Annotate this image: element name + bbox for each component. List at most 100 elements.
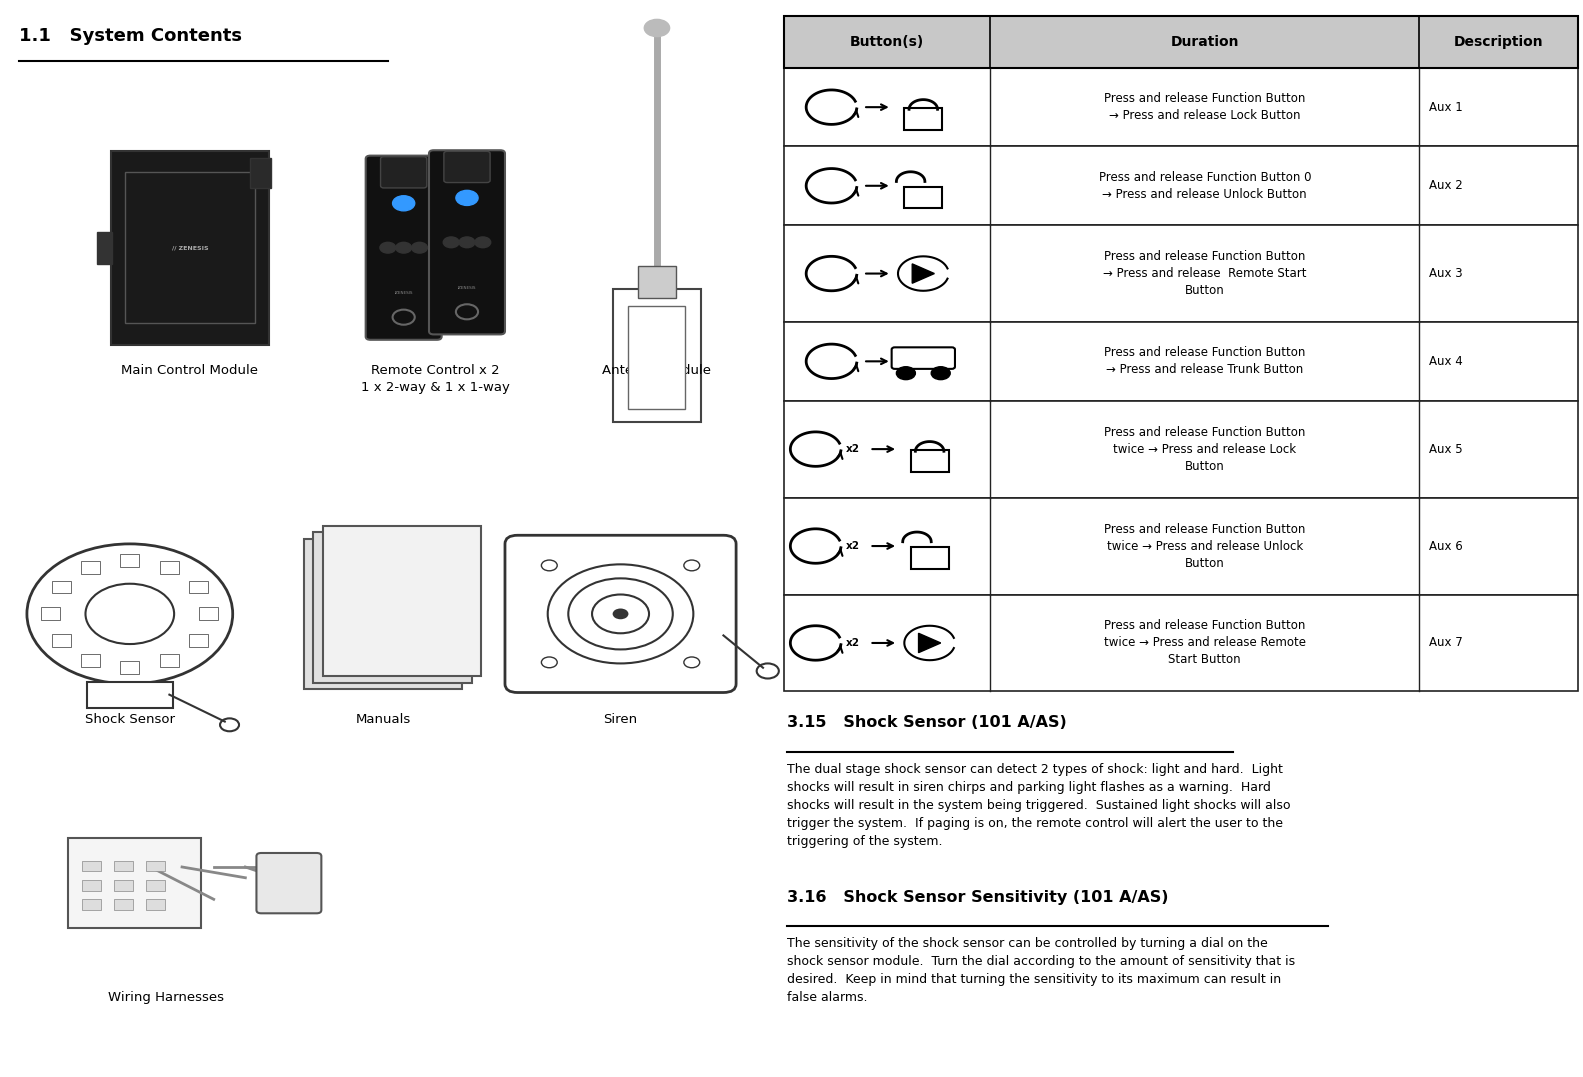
FancyBboxPatch shape: [146, 899, 165, 910]
Circle shape: [396, 242, 412, 253]
FancyBboxPatch shape: [52, 581, 71, 593]
Text: Main Control Module: Main Control Module: [122, 364, 258, 377]
Circle shape: [443, 237, 459, 248]
Text: x2: x2: [845, 541, 860, 551]
Text: Aux 4: Aux 4: [1429, 354, 1463, 368]
FancyBboxPatch shape: [87, 682, 173, 708]
Text: Shock Sensor: Shock Sensor: [85, 713, 174, 726]
FancyBboxPatch shape: [188, 581, 207, 593]
FancyBboxPatch shape: [199, 607, 218, 620]
Text: IZENESIS: IZENESIS: [394, 292, 413, 295]
Text: Press and release Function Button
→ Press and release Lock Button: Press and release Function Button → Pres…: [1103, 93, 1306, 122]
Text: 1.1   System Contents: 1.1 System Contents: [19, 27, 242, 45]
FancyBboxPatch shape: [380, 156, 427, 187]
FancyBboxPatch shape: [160, 654, 179, 667]
FancyBboxPatch shape: [784, 498, 1578, 595]
Circle shape: [459, 237, 475, 248]
FancyBboxPatch shape: [146, 880, 165, 891]
FancyBboxPatch shape: [784, 68, 1578, 146]
FancyBboxPatch shape: [505, 535, 736, 693]
FancyBboxPatch shape: [366, 155, 442, 340]
FancyBboxPatch shape: [904, 187, 942, 209]
Circle shape: [85, 584, 174, 644]
Text: Aux 2: Aux 2: [1429, 179, 1463, 193]
Text: 3.16   Shock Sensor Sensitivity (101 A/AS): 3.16 Shock Sensor Sensitivity (101 A/AS): [787, 890, 1168, 905]
FancyBboxPatch shape: [120, 554, 139, 567]
FancyBboxPatch shape: [81, 654, 100, 667]
Text: Press and release Function Button
→ Press and release  Remote Start
Button: Press and release Function Button → Pres…: [1103, 250, 1306, 297]
FancyBboxPatch shape: [160, 561, 179, 574]
Text: Wiring Harnesses: Wiring Harnesses: [108, 991, 225, 1004]
FancyBboxPatch shape: [41, 607, 60, 620]
Text: The sensitivity of the shock sensor can be controlled by turning a dial on the
s: The sensitivity of the shock sensor can …: [787, 937, 1295, 1004]
FancyBboxPatch shape: [125, 172, 255, 323]
Text: Press and release Function Button
→ Press and release Trunk Button: Press and release Function Button → Pres…: [1103, 347, 1306, 376]
FancyBboxPatch shape: [323, 526, 481, 676]
FancyBboxPatch shape: [114, 880, 133, 891]
Text: Description: Description: [1453, 36, 1543, 48]
Circle shape: [475, 237, 491, 248]
FancyBboxPatch shape: [628, 306, 685, 409]
Text: Aux 1: Aux 1: [1429, 100, 1463, 114]
Text: Aux 5: Aux 5: [1429, 443, 1463, 456]
FancyBboxPatch shape: [784, 322, 1578, 401]
Text: Press and release Function Button
twice → Press and release Unlock
Button: Press and release Function Button twice …: [1103, 522, 1306, 570]
Text: IZENESIS: IZENESIS: [457, 286, 476, 290]
Text: Remote Control x 2
1 x 2-way & 1 x 1-way: Remote Control x 2 1 x 2-way & 1 x 1-way: [361, 364, 510, 394]
FancyBboxPatch shape: [97, 232, 112, 264]
Text: x2: x2: [845, 638, 860, 648]
FancyBboxPatch shape: [910, 547, 948, 569]
Text: Aux 3: Aux 3: [1429, 267, 1463, 280]
FancyBboxPatch shape: [443, 151, 491, 182]
FancyBboxPatch shape: [910, 450, 948, 472]
Circle shape: [412, 242, 427, 253]
Text: Press and release Function Button 0
→ Press and release Unlock Button: Press and release Function Button 0 → Pr…: [1099, 171, 1311, 200]
FancyBboxPatch shape: [114, 899, 133, 910]
Text: Duration: Duration: [1170, 36, 1239, 48]
FancyBboxPatch shape: [784, 595, 1578, 691]
Text: Button(s): Button(s): [850, 36, 924, 48]
FancyBboxPatch shape: [82, 880, 101, 891]
FancyBboxPatch shape: [256, 853, 321, 913]
Circle shape: [393, 196, 415, 211]
FancyBboxPatch shape: [784, 16, 1578, 68]
Text: Aux 7: Aux 7: [1429, 637, 1463, 649]
FancyBboxPatch shape: [429, 150, 505, 334]
Circle shape: [613, 609, 628, 619]
FancyBboxPatch shape: [82, 861, 101, 871]
FancyBboxPatch shape: [784, 225, 1578, 322]
Text: Aux 6: Aux 6: [1429, 540, 1463, 553]
Text: Press and release Function Button
twice → Press and release Lock
Button: Press and release Function Button twice …: [1103, 425, 1306, 473]
FancyBboxPatch shape: [304, 538, 462, 689]
FancyBboxPatch shape: [891, 347, 955, 368]
FancyBboxPatch shape: [111, 151, 269, 345]
Circle shape: [896, 366, 915, 379]
FancyBboxPatch shape: [68, 838, 201, 928]
FancyBboxPatch shape: [146, 861, 165, 871]
FancyBboxPatch shape: [638, 266, 676, 298]
Circle shape: [644, 19, 670, 37]
FancyBboxPatch shape: [613, 289, 701, 422]
FancyBboxPatch shape: [81, 561, 100, 574]
FancyBboxPatch shape: [904, 109, 942, 130]
FancyBboxPatch shape: [188, 634, 207, 647]
Text: x2: x2: [845, 444, 860, 454]
Text: The dual stage shock sensor can detect 2 types of shock: light and hard.  Light
: The dual stage shock sensor can detect 2…: [787, 763, 1290, 848]
Text: Antenna Module: Antenna Module: [603, 364, 711, 377]
Circle shape: [456, 191, 478, 206]
Polygon shape: [918, 633, 940, 653]
FancyBboxPatch shape: [784, 146, 1578, 225]
Text: // ZENESIS: // ZENESIS: [171, 246, 209, 250]
FancyBboxPatch shape: [250, 158, 271, 188]
Text: Siren: Siren: [603, 713, 638, 726]
FancyBboxPatch shape: [120, 661, 139, 674]
Polygon shape: [912, 264, 934, 283]
Circle shape: [931, 366, 950, 379]
FancyBboxPatch shape: [313, 532, 472, 683]
FancyBboxPatch shape: [52, 634, 71, 647]
Text: 3.15   Shock Sensor (101 A/AS): 3.15 Shock Sensor (101 A/AS): [787, 715, 1067, 730]
FancyBboxPatch shape: [784, 401, 1578, 498]
Circle shape: [380, 242, 396, 253]
FancyBboxPatch shape: [82, 899, 101, 910]
Text: Press and release Function Button
twice → Press and release Remote
Start Button: Press and release Function Button twice …: [1103, 619, 1306, 667]
